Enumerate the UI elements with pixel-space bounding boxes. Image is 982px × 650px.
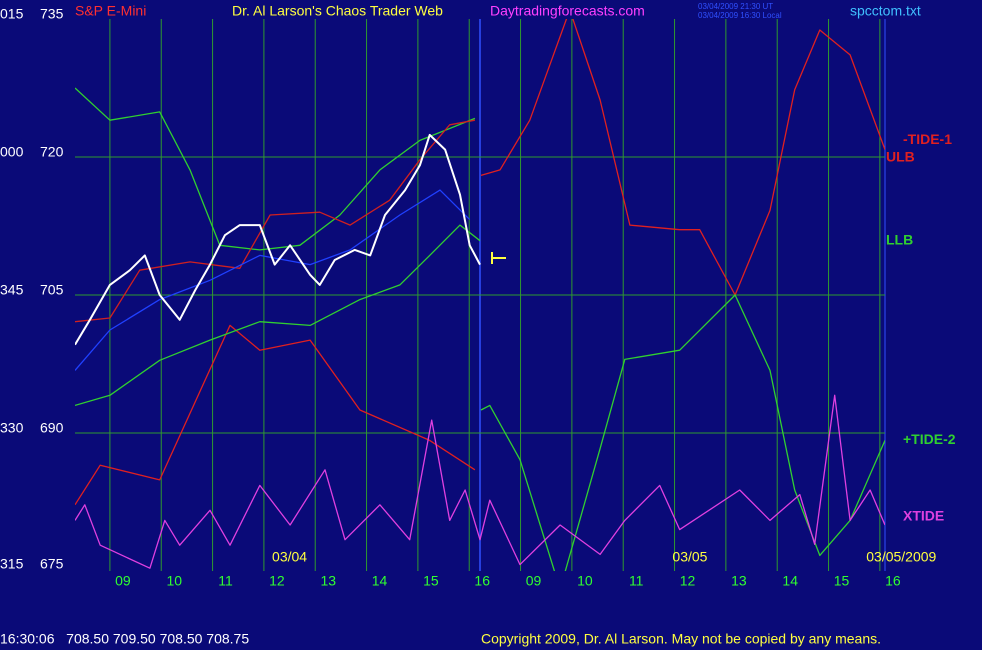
x-tick-label: 13 [320, 573, 336, 589]
y-tick-outer-label: 015 [0, 6, 24, 22]
x-tick-label: 11 [629, 573, 644, 589]
x-tick-label: 14 [782, 573, 798, 589]
date-label: 03/04 [272, 549, 307, 565]
x-tick-label: 16 [885, 573, 901, 589]
site-name: Daytradingforecasts.com [490, 3, 645, 19]
y-tick-label: 735 [40, 6, 64, 22]
x-tick-label: 09 [526, 573, 542, 589]
y-tick-outer-label: 000 [0, 144, 24, 160]
chart-subtitle: Dr. Al Larson's Chaos Trader Web [232, 3, 443, 19]
series-line [75, 224, 481, 407]
series-line [75, 189, 471, 371]
plot-lines [75, 19, 885, 571]
timestamp: 03/04/2009 16:30 Local [698, 11, 782, 20]
y-tick-label: 720 [40, 144, 64, 160]
y-tick-label: 705 [40, 282, 64, 298]
right-label: -TIDE-1 [903, 131, 952, 147]
series-line [75, 119, 476, 323]
x-tick-label: 12 [269, 573, 285, 589]
x-tick-label: 13 [731, 573, 747, 589]
file-name: spcctom.txt [850, 3, 921, 19]
timestamp: 03/04/2009 21:30 UT [698, 2, 773, 11]
y-tick-label: 675 [40, 556, 64, 572]
series-line [75, 87, 476, 251]
x-tick-label: 14 [372, 573, 388, 589]
y-tick-label: 690 [40, 420, 64, 436]
x-tick-label: 09 [115, 573, 131, 589]
right-label: XTIDE [903, 507, 944, 523]
series-line [480, 294, 885, 571]
right-label: +TIDE-2 [903, 431, 956, 447]
y-tick-outer-label: 315 [0, 556, 24, 572]
x-tick-label: 15 [423, 573, 439, 589]
date-label: 03/05/2009 [866, 549, 936, 565]
x-tick-label: 16 [474, 573, 490, 589]
right-label: LLB [886, 231, 913, 247]
x-tick-label: 12 [680, 573, 696, 589]
series-line [75, 394, 885, 569]
x-tick-label: 15 [834, 573, 850, 589]
y-tick-outer-label: 330 [0, 420, 24, 436]
date-label: 03/05 [672, 549, 707, 565]
right-label: ULB [886, 149, 915, 165]
forecast-marker [491, 252, 506, 264]
x-tick-label: 10 [577, 573, 593, 589]
chart-title: S&P E-Mini [75, 3, 146, 19]
x-tick-label: 10 [166, 573, 182, 589]
y-tick-outer-label: 345 [0, 282, 24, 298]
series-line [75, 133, 481, 346]
x-tick-label: 11 [218, 573, 233, 589]
copyright: Copyright 2009, Dr. Al Larson. May not b… [481, 631, 881, 647]
series-line [480, 19, 885, 296]
status-line: 16:30:06 708.50 709.50 708.50 708.75 [0, 631, 249, 647]
series-line [75, 324, 476, 506]
